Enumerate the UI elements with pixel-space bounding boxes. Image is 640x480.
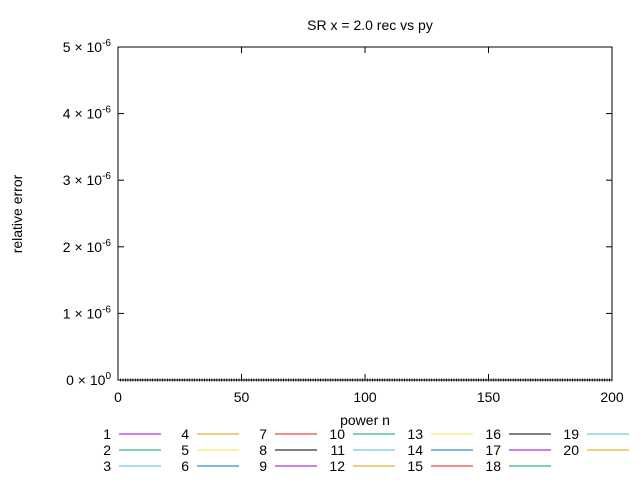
legend-label: 19 xyxy=(563,426,579,442)
legend-label: 14 xyxy=(407,442,423,458)
legend-label: 13 xyxy=(407,426,423,442)
legend-item-5: 5 xyxy=(181,442,239,458)
y-tick-label: 1 × 10-6 xyxy=(63,304,112,321)
x-tick-label: 0 xyxy=(114,389,122,405)
legend-item-19: 19 xyxy=(563,426,629,442)
legend-item-9: 9 xyxy=(259,458,317,474)
legend-item-7: 7 xyxy=(259,426,317,442)
y-tick-label: 2 × 10-6 xyxy=(63,238,112,255)
legend-label: 12 xyxy=(329,458,345,474)
legend-label: 18 xyxy=(485,458,501,474)
legend-label: 2 xyxy=(103,442,111,458)
legend-item-17: 17 xyxy=(485,442,551,458)
y-tick-label: 4 × 10-6 xyxy=(63,105,112,122)
x-axis: 0 50 100 150 200 xyxy=(114,47,624,405)
legend-label: 10 xyxy=(329,426,345,442)
legend-item-6: 6 xyxy=(181,458,239,474)
y-axis-label: relative error xyxy=(9,174,25,253)
x-tick-label: 200 xyxy=(600,389,624,405)
plot-area xyxy=(117,46,613,382)
legend-label: 16 xyxy=(485,426,501,442)
y-tick-label: 3 × 10-6 xyxy=(63,171,112,188)
y-axis: 0 × 100 1 × 10-6 2 × 10-6 3 × 10-6 4 × 10-6 5… xyxy=(63,38,612,388)
legend-label: 3 xyxy=(103,458,111,474)
x-tick-label: 150 xyxy=(477,389,501,405)
legend-label: 9 xyxy=(259,458,267,474)
legend-label: 11 xyxy=(330,442,345,458)
legend-label: 4 xyxy=(181,426,189,442)
legend-item-20: 20 xyxy=(563,442,629,458)
y-tick-label: 0 × 100 xyxy=(66,371,111,388)
legend-item-1: 1 xyxy=(103,426,161,442)
legend-item-3: 3 xyxy=(103,458,161,474)
legend-label: 20 xyxy=(563,442,579,458)
legend-item-4: 4 xyxy=(181,426,239,442)
legend-item-12: 12 xyxy=(329,458,395,474)
legend-item-18: 18 xyxy=(485,458,551,474)
legend-label: 6 xyxy=(181,458,189,474)
y-tick-label: 5 × 10-6 xyxy=(63,38,112,55)
legend-item-8: 8 xyxy=(259,442,317,458)
legend-label: 8 xyxy=(259,442,267,458)
legend-item-2: 2 xyxy=(103,442,161,458)
legend-label: 15 xyxy=(407,458,423,474)
legend-item-11: 11 xyxy=(330,442,395,458)
chart-title: SR x = 2.0 rec vs py xyxy=(307,17,433,33)
x-tick-label: 50 xyxy=(234,389,250,405)
legend-label: 7 xyxy=(259,426,267,442)
legend-item-15: 15 xyxy=(407,458,473,474)
x-axis-label: power n xyxy=(340,412,390,428)
legend-item-14: 14 xyxy=(407,442,473,458)
legend-label: 17 xyxy=(485,442,501,458)
legend-label: 1 xyxy=(103,426,111,442)
x-tick-label: 100 xyxy=(353,389,377,405)
legend-item-10: 10 xyxy=(329,426,395,442)
legend-label: 5 xyxy=(181,442,189,458)
legend-item-13: 13 xyxy=(407,426,473,442)
legend-item-16: 16 xyxy=(485,426,551,442)
plot-frame xyxy=(117,46,613,381)
